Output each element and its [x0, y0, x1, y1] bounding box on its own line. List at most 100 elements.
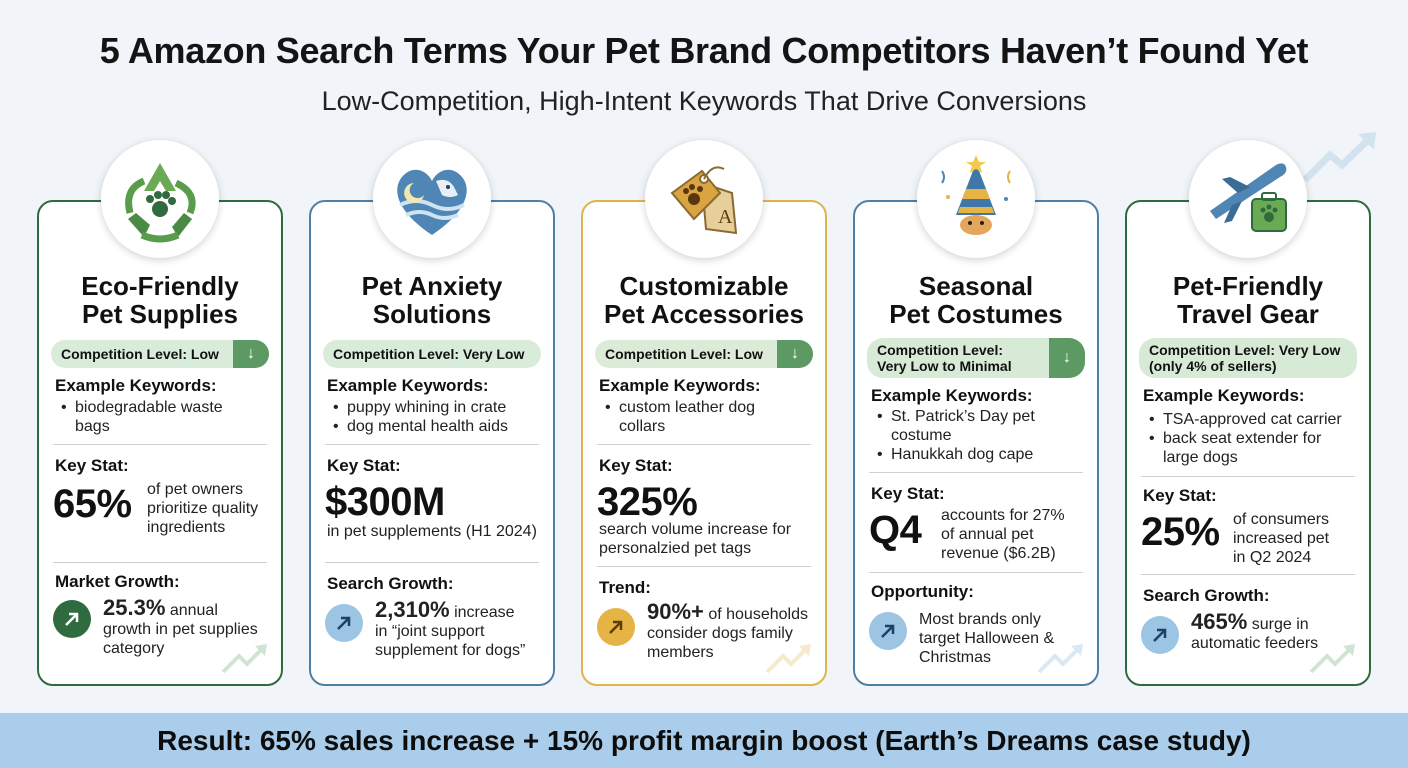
arrow-down-icon: ↓	[1049, 338, 1085, 378]
growth-text-line: increase	[449, 604, 515, 621]
competition-badge: Competition Level: Very Low to Minimal ↓	[867, 338, 1085, 378]
growth-label: Search Growth:	[1143, 586, 1270, 605]
keyword-item: large dogs	[1163, 449, 1238, 466]
growth-text-line: growth in pet supplies	[103, 621, 258, 638]
growth-text: 25.3% annual growth in pet supplies cate…	[103, 597, 275, 658]
growth-text-line: surge in	[1247, 616, 1309, 633]
card-seasonal: Seasonal Pet Costumes Competition Level:…	[853, 200, 1099, 686]
stat-label: Key Stat:	[599, 456, 673, 475]
growth-value: 90%+	[647, 599, 704, 624]
competition-badge: Competition Level: Low ↓	[595, 340, 813, 368]
keyword-item: puppy whining in crate	[333, 398, 543, 417]
trend-arrow-icon	[221, 644, 267, 674]
eco-icon-badge	[101, 140, 219, 258]
growth-label: Trend:	[599, 578, 651, 597]
growth-text: 465% surge in automatic feeders	[1191, 609, 1363, 653]
recycle-paw-icon	[125, 163, 196, 243]
competition-label: Competition Level: Low	[605, 346, 763, 362]
keywords-list: St. Patrick’s Day pet costume Hanukkah d…	[877, 407, 1087, 464]
keyword-item: custom leather dog	[605, 398, 815, 417]
card-travel-gear: Pet-Friendly Travel Gear Competition Lev…	[1125, 200, 1371, 686]
card-title-line-2: Pet Supplies	[81, 299, 239, 329]
stat-text: search volume increase for personalzied …	[599, 520, 817, 558]
costume-icon-badge	[917, 140, 1035, 258]
growth-text-line: members	[647, 644, 714, 661]
growth-label: Search Growth:	[327, 574, 454, 593]
trend-up-icon	[325, 604, 363, 642]
keywords-label: Example Keywords:	[871, 386, 1033, 405]
competition-line: Competition Level: Very Low	[1149, 342, 1341, 358]
growth-text-line: of households	[703, 606, 808, 623]
anxiety-icon-badge	[373, 140, 491, 258]
competition-label: Competition Level: Very Low to Minimal	[877, 342, 1012, 374]
page-subtitle: Low-Competition, High-Intent Keywords Th…	[321, 86, 1087, 116]
card-title: Customizable Pet Accessories	[583, 272, 825, 328]
keywords-list: custom leather dog collars	[605, 398, 815, 436]
trend-up-icon	[869, 612, 907, 650]
keywords-label: Example Keywords:	[55, 376, 217, 395]
trend-arrow-icon	[1037, 644, 1083, 674]
divider	[1141, 574, 1355, 575]
trend-arrow-icon	[1309, 644, 1355, 674]
stat-value: 325%	[597, 480, 698, 524]
growth-text-line: category	[103, 640, 165, 657]
stat-value: 25%	[1141, 510, 1220, 554]
divider	[1141, 476, 1355, 477]
stat-text-line: search volume increase for	[599, 521, 792, 538]
keywords-list: biodegradable waste bags	[61, 398, 271, 436]
heart-dog-icon	[397, 169, 467, 235]
divider	[325, 562, 539, 563]
divider	[53, 562, 267, 563]
competition-line: Competition Level:	[877, 342, 1004, 358]
stat-value: $300M	[325, 480, 445, 524]
growth-text: Most brands only target Halloween & Chri…	[919, 610, 1091, 667]
growth-text-line: supplement for dogs”	[375, 642, 526, 659]
card-title: Eco-Friendly Pet Supplies	[39, 272, 281, 328]
result-banner: Result: 65% sales increase + 15% profit …	[0, 713, 1408, 768]
growth-label: Market Growth:	[55, 572, 180, 591]
keywords-list: puppy whining in crate dog mental health…	[333, 398, 543, 436]
card-title-line-2: Travel Gear	[1177, 299, 1319, 329]
competition-badge: Competition Level: Low ↓	[51, 340, 269, 368]
keyword-item: back seat extender for	[1149, 429, 1359, 448]
keyword-item: bags	[75, 418, 110, 435]
stat-text-line: of pet owners	[147, 481, 244, 498]
growth-value: 465%	[1191, 609, 1248, 634]
competition-line: (only 4% of sellers)	[1149, 358, 1277, 374]
stat-text: accounts for 27% of annual pet revenue (…	[941, 506, 1065, 563]
competition-label: Competition Level: Low	[61, 346, 219, 362]
travel-icon-badge	[1189, 140, 1307, 258]
keyword-item: collars	[619, 418, 666, 435]
divider	[325, 444, 539, 445]
growth-text: 90%+ of households consider dogs family …	[647, 599, 819, 662]
stat-value: Q4	[869, 508, 922, 552]
divider	[597, 566, 811, 567]
growth-text-line: Most brands only	[919, 611, 1041, 628]
card-customizable: Customizable Pet Accessories Competition…	[581, 200, 827, 686]
divider	[53, 444, 267, 445]
divider	[869, 572, 1083, 573]
growth-text-line: in “joint support	[375, 623, 485, 640]
growth-text-line: automatic feeders	[1191, 635, 1319, 652]
card-title-line-1: Pet-Friendly	[1172, 271, 1324, 301]
airplane-suitcase-icon	[1210, 163, 1287, 232]
keyword-item: biodegradable waste	[61, 398, 271, 417]
card-title-line-2: Pet Costumes	[889, 299, 1063, 329]
keyword-item: Hanukkah dog cape	[877, 445, 1087, 464]
competition-line: Very Low to Minimal	[877, 358, 1012, 374]
stat-text-line: of consumers	[1233, 511, 1330, 528]
stat-label: Key Stat:	[1143, 486, 1217, 505]
stat-text-line: increased pet	[1233, 530, 1330, 547]
growth-text-line: Christmas	[919, 649, 992, 666]
stat-text: of consumers increased pet in Q2 2024	[1233, 510, 1329, 567]
card-title: Seasonal Pet Costumes	[855, 272, 1097, 328]
keywords-label: Example Keywords:	[1143, 386, 1305, 405]
growth-label: Opportunity:	[871, 582, 974, 601]
divider	[597, 444, 811, 445]
keywords-label: Example Keywords:	[599, 376, 761, 395]
stat-value: 65%	[53, 482, 132, 526]
trend-arrow-icon	[765, 644, 811, 674]
svg-text:A: A	[718, 206, 733, 228]
competition-badge: Competition Level: Very Low (only 4% of …	[1139, 338, 1357, 378]
stat-label: Key Stat:	[871, 484, 945, 503]
